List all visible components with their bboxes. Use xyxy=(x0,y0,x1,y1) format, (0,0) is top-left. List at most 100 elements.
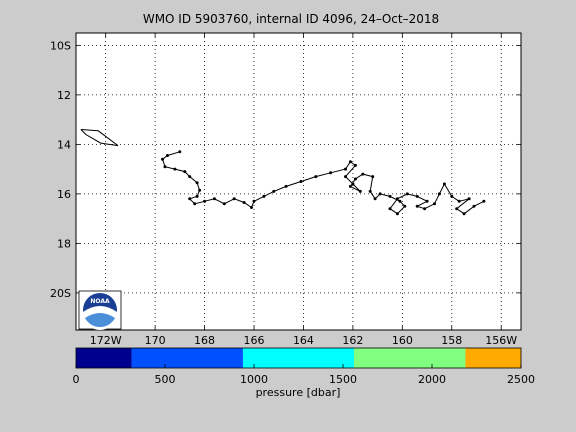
trajectory-point xyxy=(348,160,352,164)
trajectory-point xyxy=(232,197,236,201)
island-outline xyxy=(80,129,119,147)
lon-label: 172W xyxy=(90,334,122,347)
trajectory-point xyxy=(437,192,441,196)
lat-label: 10S xyxy=(50,39,71,52)
colorbar: 0 500 1000 1500 2000 2500 pressure [dbar] xyxy=(73,347,535,399)
trajectory-points xyxy=(161,150,486,216)
trajectory-point xyxy=(373,197,377,201)
trajectory-point xyxy=(467,197,471,201)
trajectory-point xyxy=(482,199,486,203)
trajectory-point xyxy=(358,189,362,193)
colorbar-segment xyxy=(242,348,355,368)
trajectory-point xyxy=(344,167,347,171)
colorbar-tick-label: 1000 xyxy=(240,373,268,386)
trajectory-point xyxy=(329,171,333,175)
lat-label: 12 xyxy=(57,89,71,102)
lat-label: 20S xyxy=(50,287,71,300)
trajectory-point xyxy=(403,204,407,208)
lon-label: 168 xyxy=(194,334,215,347)
map-plot-area xyxy=(75,32,522,331)
trajectory-point xyxy=(388,194,392,198)
trajectory-point xyxy=(433,202,436,206)
trajectory-point xyxy=(353,163,357,167)
trajectory-point xyxy=(212,197,216,201)
trajectory-point xyxy=(188,197,192,201)
lon-label: 162 xyxy=(342,334,363,347)
trajectory-point xyxy=(353,177,357,181)
trajectory-point xyxy=(388,207,392,211)
colorbar-ticks: 0 500 1000 1500 2000 2500 xyxy=(73,364,535,386)
trajectory-point xyxy=(457,199,461,203)
trajectory-point xyxy=(183,170,187,174)
trajectory-point xyxy=(344,175,347,179)
trajectory-point xyxy=(405,192,409,196)
trajectory-point xyxy=(395,212,399,216)
colorbar-segment xyxy=(465,348,521,368)
trajectory-point xyxy=(442,182,446,186)
trajectory-point xyxy=(193,202,197,206)
lat-label: 18 xyxy=(57,237,71,250)
lon-label: 166 xyxy=(244,334,265,347)
trajectory-point xyxy=(361,172,365,176)
trajectory-point xyxy=(425,199,429,203)
trajectory-point xyxy=(242,201,246,204)
colorbar-frame xyxy=(75,347,522,369)
trajectory-point xyxy=(368,189,372,193)
trajectory-point xyxy=(423,207,427,211)
colorbar-tick-label: 500 xyxy=(155,373,176,386)
trajectory-point xyxy=(415,204,419,208)
lat-label: 16 xyxy=(57,188,71,201)
colorbar-segment xyxy=(354,348,466,368)
trajectory-point xyxy=(450,194,454,198)
trajectory-point xyxy=(163,165,167,169)
trajectory-point xyxy=(371,175,375,179)
trajectory-point xyxy=(203,199,207,203)
trajectory-point xyxy=(195,181,199,185)
logo-wave-blue xyxy=(85,313,115,327)
trajectory-point xyxy=(173,167,177,171)
trajectory-point xyxy=(222,202,226,206)
colorbar-tick-label: 2000 xyxy=(418,373,446,386)
trajectory-point xyxy=(188,175,192,179)
trajectory-point xyxy=(314,175,318,179)
trajectory-point xyxy=(462,212,466,216)
trajectory-point xyxy=(395,197,399,201)
trajectory-point xyxy=(250,206,253,209)
trajectory-point xyxy=(284,184,288,188)
logo-lettering: NOAA xyxy=(90,298,110,305)
lon-label: 164 xyxy=(293,334,314,347)
colorbar-label: pressure [dbar] xyxy=(256,386,341,399)
trajectory-point xyxy=(166,154,169,157)
map-title: WMO ID 5903760, internal ID 4096, 24–Oct… xyxy=(143,12,439,26)
trajectory-point xyxy=(348,184,352,188)
colorbar-segments xyxy=(76,348,521,368)
trajectory-point xyxy=(299,180,303,183)
trajectory-point xyxy=(161,157,164,161)
trajectory-point xyxy=(198,188,202,192)
colorbar-segment xyxy=(131,348,243,368)
lat-label: 14 xyxy=(57,138,71,151)
trajectory-point xyxy=(378,192,382,196)
trajectory-point xyxy=(178,150,182,154)
colorbar-tick-label: 1500 xyxy=(329,373,357,386)
trajectory-point xyxy=(262,194,266,198)
trajectory-point xyxy=(272,189,276,193)
lon-label: 170 xyxy=(145,334,166,347)
latitude-labels: 10S 12 14 16 18 20S xyxy=(50,39,71,300)
lon-label: 158 xyxy=(441,334,462,347)
colorbar-tick-label: 2500 xyxy=(507,373,535,386)
trajectory-point xyxy=(455,207,459,211)
trajectory-point xyxy=(415,194,419,198)
trajectory-point xyxy=(252,199,256,203)
trajectory-point xyxy=(351,182,355,186)
trajectory-point xyxy=(398,199,402,203)
colorbar-segment xyxy=(76,348,132,368)
trajectory-point xyxy=(195,194,199,198)
trajectory-point xyxy=(472,204,476,208)
lon-label: 160 xyxy=(392,334,413,347)
map-axes: 10S 12 14 16 18 20S 172W 170 168 166 164 162 160 158… xyxy=(50,32,522,347)
longitude-labels: 172W 170 168 166 164 162 160 158 156W xyxy=(90,334,518,347)
lon-label: 156W xyxy=(485,334,517,347)
colorbar-tick-label: 0 xyxy=(73,373,80,386)
